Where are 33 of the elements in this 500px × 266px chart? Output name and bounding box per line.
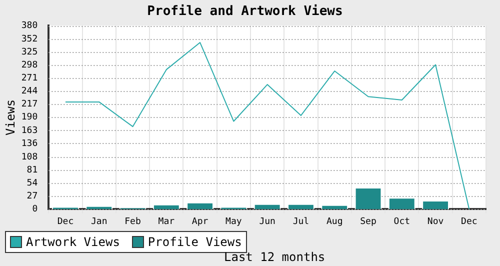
legend-label: Profile Views [148, 235, 242, 249]
x-tick-label: Apr [192, 216, 209, 227]
y-tick-label: 352 [21, 34, 38, 44]
y-tick-label: 163 [21, 126, 38, 136]
x-tick-label: Jun [259, 216, 276, 227]
x-tick-label: Jul [292, 216, 310, 227]
y-tick-label: 190 [21, 112, 38, 123]
y-tick-label: 244 [21, 86, 38, 97]
x-tick-label: Mar [158, 216, 176, 227]
x-tick-label: Sep [360, 216, 376, 227]
x-tick-label: Feb [124, 216, 141, 227]
y-axis-title: Views [3, 99, 18, 136]
chart-title: Profile and Artwork Views [147, 4, 343, 20]
y-tick-label: 108 [21, 152, 38, 162]
y-tick-label: 271 [21, 74, 38, 84]
x-tick-label: Jan [90, 216, 108, 227]
y-tick-label: 325 [21, 48, 38, 58]
y-tick-label: 27 [26, 192, 38, 202]
x-tick-label: May [226, 216, 242, 227]
x-tick-label: Dec [461, 216, 478, 227]
y-tick-label: 298 [21, 60, 38, 71]
y-tick-label: 217 [21, 100, 38, 110]
x-tick-label: Aug [326, 216, 343, 227]
x-tick-label: Dec [57, 216, 74, 227]
y-tick-label: 136 [21, 138, 38, 149]
y-tick-label: 81 [26, 165, 38, 176]
y-tick-label: 0 [32, 204, 38, 215]
y-tick-label: 54 [26, 178, 38, 188]
x-tick-label: Nov [427, 216, 444, 227]
legend-label: Artwork Views [26, 235, 120, 249]
x-tick-label: Oct [394, 216, 410, 227]
x-axis-title: Last 12 months [224, 250, 326, 264]
y-tick-label: 380 [21, 20, 38, 31]
